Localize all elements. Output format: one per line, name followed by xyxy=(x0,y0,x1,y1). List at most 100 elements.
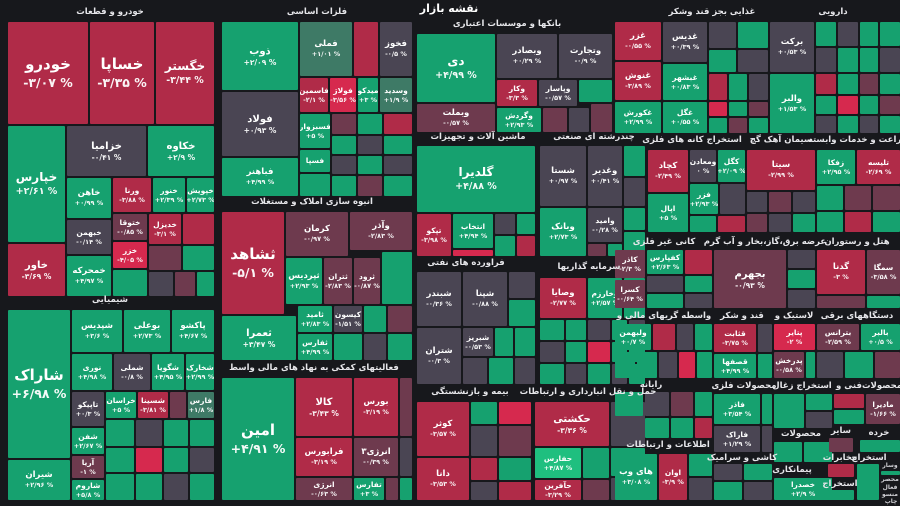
tile[interactable] xyxy=(579,80,612,102)
tile[interactable] xyxy=(332,136,356,154)
tile[interactable] xyxy=(769,192,791,212)
tile-حفارس[interactable]: حفارس +۴/۸۷ % xyxy=(535,448,581,478)
tile-شاراک[interactable]: شاراک +۶/۹۸ % xyxy=(8,310,70,458)
tile[interactable] xyxy=(738,50,768,72)
tile-وغدیر[interactable]: وغدیر +۰/۴۱ % xyxy=(588,146,622,206)
tile[interactable] xyxy=(453,250,493,256)
tile[interactable] xyxy=(388,334,412,360)
tile[interactable] xyxy=(671,418,693,438)
tile[interactable] xyxy=(515,358,535,384)
tile[interactable] xyxy=(749,102,768,116)
tile-خزر[interactable]: خزر -۴/۰۵ % xyxy=(113,242,147,268)
tile-خمحرکه[interactable]: خمحرکه +۴/۹۷ % xyxy=(67,256,111,296)
tile[interactable] xyxy=(788,290,815,308)
tile[interactable] xyxy=(471,426,497,456)
tile[interactable] xyxy=(774,442,802,462)
tile-شستا[interactable]: شستا +۰/۹۷ % xyxy=(540,146,586,206)
tile-غبشهر[interactable]: غبشهر +۰/۸۳ % xyxy=(663,64,707,100)
tile[interactable] xyxy=(471,458,497,480)
tile[interactable] xyxy=(566,342,586,362)
tile-خاهن[interactable]: خاهن +۰/۹۹ % xyxy=(67,178,111,218)
tile-تفارس[interactable]: تفارس +۳ % xyxy=(354,478,384,500)
tile-فاذر[interactable]: فاذر +۳/۵۴ % xyxy=(714,394,760,424)
tile[interactable] xyxy=(860,440,900,452)
tile-غگل[interactable]: غگل +۰/۵۵ % xyxy=(663,102,707,133)
tile-غدیس[interactable]: غدیس +۰/۳۹ % xyxy=(663,22,707,62)
tile[interactable] xyxy=(106,474,134,500)
tile[interactable] xyxy=(471,402,497,424)
tile[interactable] xyxy=(637,352,657,378)
tile-خاور[interactable]: خاور -۳/۶۹ % xyxy=(8,244,65,296)
tile-سمگا[interactable]: سمگا -۳/۵۸ % xyxy=(867,250,900,294)
tile[interactable] xyxy=(197,272,214,296)
tile[interactable] xyxy=(645,392,669,416)
tile[interactable] xyxy=(867,296,900,308)
tile[interactable] xyxy=(816,96,836,114)
tile[interactable] xyxy=(793,192,815,212)
tile[interactable] xyxy=(499,402,531,424)
tile[interactable] xyxy=(679,352,695,378)
tile-ثشاهد[interactable]: ثشاهد -۵/۱ % xyxy=(222,212,284,314)
tile-فارس[interactable]: فارس +۱/۸ % xyxy=(188,392,214,418)
tile[interactable] xyxy=(588,320,610,340)
tile[interactable] xyxy=(838,74,858,94)
tile[interactable] xyxy=(774,394,804,428)
tile[interactable] xyxy=(190,448,214,472)
tile-کسرا[interactable]: کسرا -۰/۶۴ % xyxy=(615,280,645,308)
tile[interactable] xyxy=(615,418,643,438)
tile[interactable] xyxy=(113,270,147,296)
tile[interactable] xyxy=(190,474,214,500)
tile-شسینا[interactable]: شسینا -۳/۸۱ % xyxy=(138,392,168,418)
tile[interactable] xyxy=(386,478,398,500)
tile[interactable] xyxy=(384,136,412,154)
tile[interactable] xyxy=(685,276,712,292)
tile[interactable] xyxy=(690,216,716,232)
tile[interactable] xyxy=(880,96,900,114)
tile-فباهنر[interactable]: فباهنر +۴/۹۹ % xyxy=(222,158,298,196)
tile[interactable] xyxy=(591,104,612,132)
tile-وکار[interactable]: وکار -۳/۳ % xyxy=(497,80,537,106)
tile-سیتا[interactable]: سیتا -۲/۹۹ % xyxy=(747,150,815,190)
tile[interactable] xyxy=(382,252,412,304)
tile[interactable] xyxy=(873,186,900,210)
tile-کفپارس[interactable]: کفپارس +۲/۶۳ % xyxy=(647,250,683,274)
tile-برکت[interactable]: برکت +۰/۵۳ % xyxy=(770,22,814,72)
tile[interactable] xyxy=(615,392,643,416)
tile-وصایا[interactable]: وصایا -۲/۷۷ % xyxy=(540,278,586,318)
tile-حکشتی[interactable]: حکشتی -۳/۳۶ % xyxy=(535,402,609,446)
tile[interactable] xyxy=(364,334,386,360)
tile[interactable] xyxy=(744,464,772,480)
tile[interactable] xyxy=(875,352,900,378)
tile[interactable] xyxy=(758,354,772,378)
tile-تپکو[interactable]: تپکو -۳/۹۸ % xyxy=(417,214,451,256)
tile[interactable] xyxy=(729,102,747,116)
tile-فسبزوار[interactable]: فسبزوار +۵ % xyxy=(300,114,330,148)
tile-فزر[interactable]: فزر +۲/۹۳ % xyxy=(690,184,718,214)
tile[interactable] xyxy=(647,276,683,292)
tile[interactable] xyxy=(744,482,772,500)
tile-ومعادن[interactable]: ومعادن ۰ % xyxy=(690,150,716,182)
tile-آریا[interactable]: آریا -۱ % xyxy=(72,456,104,478)
tile[interactable] xyxy=(788,250,815,268)
tile[interactable] xyxy=(364,306,386,332)
tile-ثرود[interactable]: ثرود -۰/۸۷ % xyxy=(354,258,380,304)
tile-انرژی[interactable]: انرژی -۰/۶۳ % xyxy=(296,478,352,500)
tile-امین[interactable]: امین +۴/۹۱ % xyxy=(222,378,294,500)
tile-مادیرا[interactable]: مادیرا -۱/۶۶ % xyxy=(866,394,900,424)
tile[interactable] xyxy=(845,352,873,378)
tile-ثپردیس[interactable]: ثپردیس +۲/۹۳ % xyxy=(286,258,322,304)
tile[interactable] xyxy=(838,116,858,133)
tile[interactable] xyxy=(588,364,610,384)
tile[interactable] xyxy=(190,420,214,446)
tile-شتران[interactable]: شتران -۰/۳ % xyxy=(417,328,461,384)
tile[interactable] xyxy=(762,426,772,452)
tile-فسپا[interactable]: فسپا xyxy=(300,150,330,172)
tile[interactable] xyxy=(880,116,900,133)
tile-ثعمرا[interactable]: ثعمرا +۳/۴۷ % xyxy=(222,316,296,360)
tile-بترانس[interactable]: بترانس -۲/۵۹ % xyxy=(817,324,859,350)
tile-شخارک[interactable]: شخارک +۲/۹۹ % xyxy=(186,354,214,390)
tile-وآذر[interactable]: وآذر -۲/۸۳ % xyxy=(350,212,412,250)
tile[interactable] xyxy=(806,352,815,378)
tile[interactable] xyxy=(762,394,772,424)
tile[interactable] xyxy=(358,136,382,154)
